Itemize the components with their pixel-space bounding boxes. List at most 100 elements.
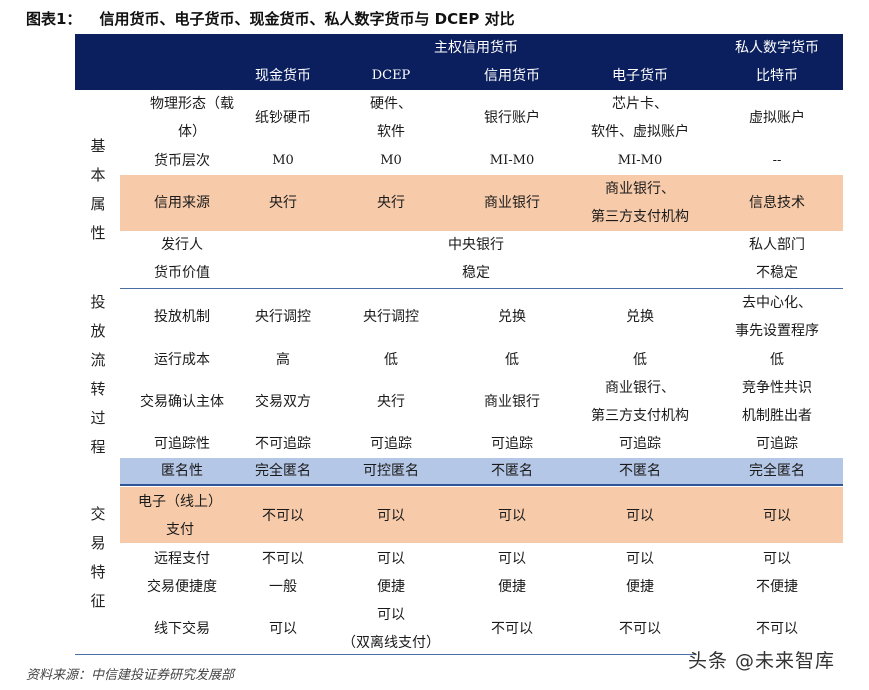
- cell: 央行调控: [363, 309, 419, 325]
- cell: 央行: [269, 195, 297, 211]
- cell: 兑换: [498, 309, 526, 325]
- cell: 低: [770, 352, 784, 368]
- cell: 可以: [763, 508, 791, 524]
- cell: 可追踪: [619, 436, 661, 452]
- cell: 便捷: [626, 579, 654, 595]
- group-label-circulation: 投 放 流 转 过 程: [90, 293, 106, 456]
- cell: 低: [505, 352, 519, 368]
- cell: 不可以: [262, 551, 304, 567]
- cell: M0: [380, 153, 402, 168]
- cell-merged: 稳定: [462, 265, 490, 281]
- cell: 可以: [377, 551, 405, 567]
- section-divider: [120, 288, 843, 289]
- row-label-anonymity: 匿名性: [161, 463, 203, 479]
- cell: 可以: [626, 508, 654, 524]
- cell: 可以: [626, 551, 654, 567]
- row-label-money-level: 货币层次: [154, 153, 210, 169]
- cell: 不可以: [756, 621, 798, 637]
- figure-title: 图表1： 信用货币、电子货币、现金货币、私人数字货币与 DCEP 对比: [26, 8, 515, 29]
- row-label-traceability: 可追踪性: [154, 436, 210, 452]
- cell: 可以: [269, 621, 297, 637]
- figure-number: 图表1：: [26, 10, 82, 28]
- row-label-issuance: 投放机制: [154, 309, 210, 325]
- row-label-online-payment: 电子（线上） 支付: [138, 494, 222, 538]
- cell: 竞争性共识 机制胜出者: [742, 380, 812, 424]
- cell: 可控匿名: [363, 463, 419, 479]
- cell: 低: [384, 352, 398, 368]
- cell: 可以: [498, 508, 526, 524]
- table-bottom-rule: [75, 654, 695, 655]
- cell: 央行调控: [255, 309, 311, 325]
- row-label-operating-cost: 运行成本: [154, 352, 210, 368]
- cell: 交易双方: [255, 394, 311, 410]
- cell: 去中心化、 事先设置程序: [735, 295, 819, 339]
- cell: 银行账户: [484, 110, 540, 126]
- cell: 不可以: [262, 508, 304, 524]
- cell: 不可以: [619, 621, 661, 637]
- table-header: [75, 34, 843, 90]
- cell: 商业银行、 第三方支付机构: [591, 181, 689, 225]
- cell: MI-M0: [617, 153, 663, 168]
- cell: 不便捷: [756, 579, 798, 595]
- cell: 完全匿名: [255, 463, 311, 479]
- header-col-bitcoin: 比特币: [756, 68, 798, 84]
- group-label-transaction: 交 易 特 征: [90, 505, 106, 610]
- section-divider: [120, 484, 843, 486]
- cell: 便捷: [498, 579, 526, 595]
- cell: M0: [272, 153, 294, 168]
- row-label-physical-form: 物理形态（载 体）: [150, 96, 234, 140]
- cell: 兑换: [626, 309, 654, 325]
- cell-merged: 中央银行: [448, 237, 504, 253]
- row-label-money-value: 货币价值: [154, 265, 210, 281]
- row-label-offline: 线下交易: [154, 621, 210, 637]
- row-label-convenience: 交易便捷度: [147, 579, 217, 595]
- cell: 硬件、 软件: [370, 96, 412, 140]
- highlight-row-credit-source: [120, 175, 843, 231]
- cell: 低: [633, 352, 647, 368]
- cell: 一般: [269, 579, 297, 595]
- cell: 虚拟账户: [749, 110, 805, 126]
- cell: 完全匿名: [749, 463, 805, 479]
- cell: 不可追踪: [255, 436, 311, 452]
- cell: 可以: [763, 551, 791, 567]
- header-col-cash: 现金货币: [255, 68, 311, 84]
- cell: 商业银行、 第三方支付机构: [591, 380, 689, 424]
- cell: 可追踪: [491, 436, 533, 452]
- cell: 不稳定: [756, 265, 798, 281]
- cell: 商业银行: [484, 195, 540, 211]
- cell: 商业银行: [484, 394, 540, 410]
- cell: 纸钞硬币: [255, 110, 311, 126]
- cell: 央行: [377, 394, 405, 410]
- group-label-basic: 基 本 属 性: [90, 137, 106, 242]
- source-note: 资料来源：中信建投证券研究发展部: [26, 668, 235, 683]
- cell: 信息技术: [749, 195, 805, 211]
- cell: 芯片卡、 软件、虚拟账户: [591, 96, 689, 140]
- header-col-dcep: DCEP: [371, 68, 411, 83]
- row-label-credit-source: 信用来源: [154, 195, 210, 211]
- cell: 可追踪: [370, 436, 412, 452]
- row-label-remote-payment: 远程支付: [154, 551, 210, 567]
- cell: --: [772, 153, 782, 168]
- cell: 可追踪: [756, 436, 798, 452]
- cell: 不匿名: [491, 463, 533, 479]
- cell: 可以: [498, 551, 526, 567]
- cell: 可以 （双离线支付）: [342, 607, 440, 651]
- figure-title-text: 信用货币、电子货币、现金货币、私人数字货币与 DCEP 对比: [99, 10, 515, 28]
- cell: 高: [276, 352, 290, 368]
- header-col-electronic: 电子货币: [612, 68, 668, 84]
- highlight-row-online-payment: [120, 487, 843, 543]
- cell: 不可以: [491, 621, 533, 637]
- cell: 便捷: [377, 579, 405, 595]
- header-col-credit: 信用货币: [484, 68, 540, 84]
- cell: 私人部门: [749, 237, 805, 253]
- header-group-sovereign: 主权信用货币: [434, 40, 518, 56]
- cell: 不匿名: [619, 463, 661, 479]
- row-label-confirmation: 交易确认主体: [140, 394, 224, 410]
- highlight-row-anonymity: [120, 458, 843, 484]
- header-group-private: 私人数字货币: [735, 40, 819, 56]
- cell: MI-M0: [489, 153, 535, 168]
- watermark: 头条 @未来智库: [688, 650, 836, 672]
- cell: 可以: [377, 508, 405, 524]
- cell: 央行: [377, 195, 405, 211]
- row-label-issuer: 发行人: [161, 237, 203, 253]
